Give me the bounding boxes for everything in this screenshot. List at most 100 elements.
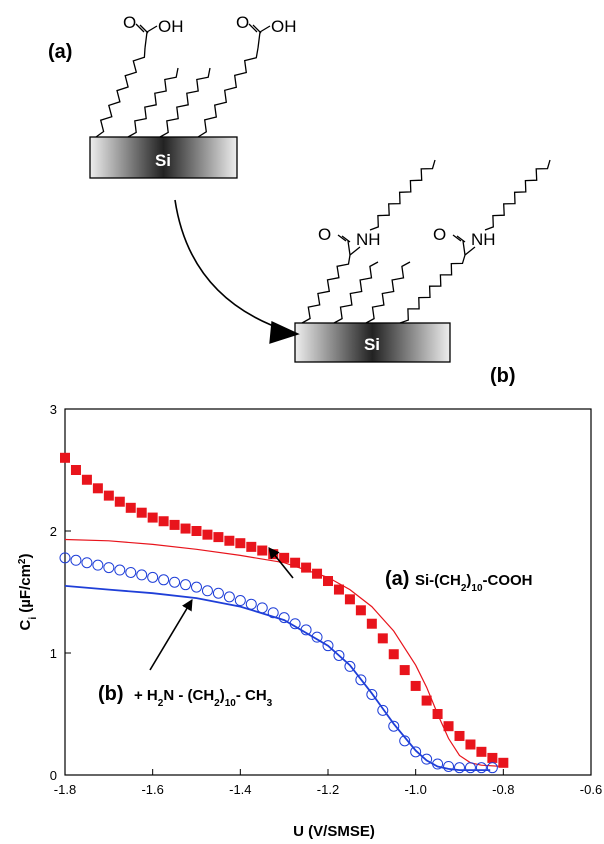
- substrate: [89, 136, 238, 179]
- data-point: [487, 752, 498, 763]
- alkyl-chain: [484, 159, 551, 231]
- carboxyl-bond: [135, 23, 158, 49]
- atom-label: NH: [356, 230, 381, 249]
- atom-label: O: [433, 225, 446, 244]
- x-tick-label: -1.0: [404, 782, 426, 797]
- data-point: [454, 762, 465, 774]
- data-point: [410, 746, 422, 758]
- annotation-label: (a): [385, 568, 409, 590]
- data-point: [191, 526, 202, 536]
- data-point: [81, 557, 93, 569]
- data-point: [344, 594, 355, 605]
- label-part: i: [28, 617, 39, 620]
- data-point: [279, 552, 290, 563]
- data-point: [114, 496, 125, 507]
- alkyl-chain: [333, 261, 379, 324]
- data-point: [103, 490, 114, 501]
- alkyl-chain: [159, 67, 211, 138]
- data-point: [476, 746, 487, 757]
- data-point: [147, 512, 158, 523]
- data-point: [212, 587, 224, 599]
- annotation-text: Si-(CH2)10-COOH: [415, 572, 533, 594]
- data-point: [180, 579, 192, 591]
- data-point: [323, 576, 333, 587]
- data-point: [421, 695, 432, 706]
- fit-line: [64, 585, 491, 771]
- data-point: [388, 649, 399, 660]
- x-tick-label: -0.6: [580, 782, 602, 797]
- data-point: [301, 562, 312, 573]
- panel-label: (b): [490, 365, 516, 387]
- data-point: [147, 571, 159, 583]
- arrow-head: [269, 321, 300, 344]
- atom-label: O: [236, 13, 249, 32]
- y-tick-label: 1: [50, 646, 57, 661]
- label-part: 2: [17, 558, 28, 564]
- data-point: [60, 452, 70, 463]
- data-point: [169, 576, 181, 588]
- carboxyl-bond: [248, 23, 271, 49]
- label-part: + H: [134, 687, 158, 704]
- data-point: [267, 607, 279, 619]
- alkyl-chain: [197, 47, 259, 138]
- label-part: (µF/cm: [17, 564, 34, 617]
- data-point: [59, 552, 71, 564]
- alkyl-chain: [127, 67, 179, 138]
- alkyl-chain: [399, 254, 466, 324]
- data-point: [81, 474, 92, 485]
- alkyl-chain: [365, 261, 411, 324]
- label-part: ): [17, 553, 34, 558]
- annotation-arrow: [149, 599, 193, 671]
- data-point: [410, 680, 421, 691]
- data-point: [322, 640, 334, 652]
- data-point: [443, 760, 455, 772]
- label-part: Si-(CH: [415, 572, 461, 589]
- label-part: -COOH: [483, 572, 533, 589]
- data-point: [443, 721, 454, 732]
- data-point: [191, 581, 202, 593]
- label-part: 10: [225, 698, 237, 709]
- data-point: [377, 633, 388, 644]
- annotation-label: (b): [98, 683, 124, 705]
- label-part: 2: [461, 583, 467, 594]
- data-point: [355, 674, 367, 686]
- amide-bond: [452, 234, 476, 256]
- data-point: [498, 757, 509, 768]
- data-point: [290, 557, 301, 568]
- data-point: [475, 762, 487, 774]
- x-tick-label: -1.8: [54, 782, 76, 797]
- schematic: [89, 23, 551, 363]
- data-point: [355, 605, 366, 616]
- data-point: [257, 545, 268, 556]
- data-point: [223, 591, 235, 603]
- data-point: [201, 585, 213, 597]
- x-tick-label: -0.8: [492, 782, 514, 797]
- data-point: [333, 584, 344, 595]
- data-point: [235, 538, 246, 549]
- y-tick-label: 3: [50, 402, 57, 417]
- label-part: ): [466, 572, 471, 589]
- data-point: [136, 569, 148, 581]
- data-point: [465, 739, 476, 750]
- annotation-arrow: [268, 547, 294, 579]
- alkyl-chain: [95, 47, 146, 138]
- y-axis-label: Ci (µF/cm2): [17, 553, 39, 630]
- alkyl-chain: [369, 159, 436, 231]
- data-point: [234, 595, 246, 607]
- data-point: [125, 502, 136, 513]
- data-point: [366, 618, 377, 629]
- data-point: [245, 598, 257, 610]
- data-point: [388, 720, 400, 732]
- data-point: [125, 566, 137, 578]
- label-part: N - (CH: [163, 687, 214, 704]
- data-point: [224, 535, 235, 546]
- data-point: [454, 730, 465, 741]
- data-point: [246, 541, 257, 552]
- data-point: [180, 523, 191, 534]
- data-point: [344, 660, 356, 672]
- y-tick-label: 2: [50, 524, 57, 539]
- atom-label: O: [318, 225, 331, 244]
- data-point: [366, 688, 378, 700]
- data-point: [158, 574, 170, 586]
- data-point: [399, 665, 410, 676]
